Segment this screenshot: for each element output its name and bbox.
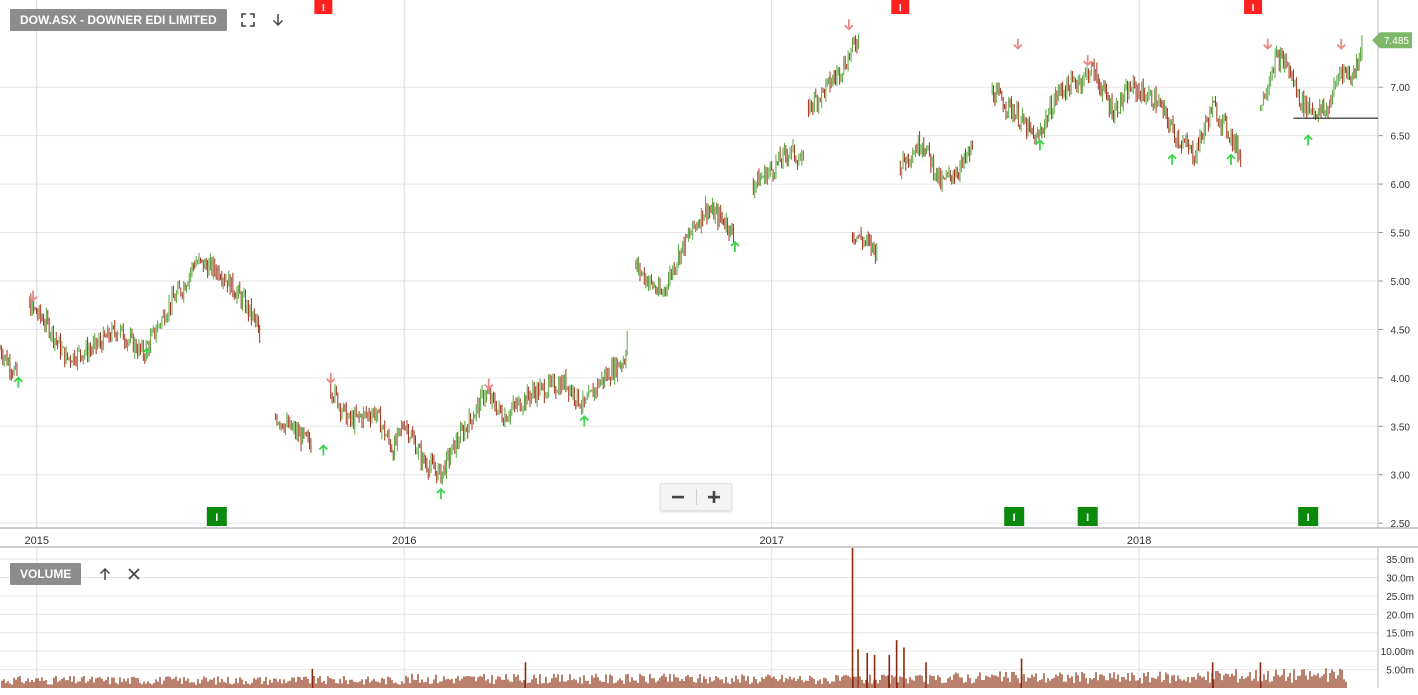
last-price-label: 7.485 bbox=[1384, 36, 1409, 47]
event-flag-green bbox=[1298, 507, 1319, 526]
event-flag-label: I bbox=[1252, 3, 1255, 14]
volume-panel-title: VOLUME bbox=[10, 563, 82, 585]
price-tick-label: 2.50 bbox=[1391, 519, 1411, 530]
sell-signal-arrow bbox=[1336, 38, 1346, 50]
event-flag-label: I bbox=[215, 512, 218, 524]
event-flag-label: I bbox=[322, 3, 325, 14]
buy-signal-arrow bbox=[1303, 134, 1313, 146]
volume-tick-label: 5.00m bbox=[1386, 666, 1414, 677]
buy-signal-arrow bbox=[1167, 153, 1177, 165]
buy-signal-arrow bbox=[1226, 153, 1236, 165]
ohlc-series bbox=[0, 33, 1363, 485]
year-tick-label: 2015 bbox=[25, 535, 49, 547]
arrow-down-icon[interactable] bbox=[268, 10, 288, 30]
price-tick-label: 3.00 bbox=[1391, 471, 1411, 482]
event-flag-green bbox=[1004, 507, 1025, 526]
close-icon[interactable] bbox=[124, 564, 144, 584]
price-tick-label: 4.00 bbox=[1391, 374, 1411, 385]
zoom-control bbox=[660, 483, 732, 511]
arrow-up-icon[interactable] bbox=[95, 564, 115, 584]
event-flag-red bbox=[1244, 0, 1263, 14]
zoom-out-button[interactable] bbox=[661, 484, 696, 510]
year-tick-label: 2018 bbox=[1127, 535, 1151, 547]
event-flag-label: I bbox=[1013, 512, 1016, 524]
price-tick-label: 6.50 bbox=[1391, 132, 1411, 143]
event-flag-label: I bbox=[1307, 512, 1310, 524]
price-tick-label: 5.00 bbox=[1391, 277, 1411, 288]
event-flag-label: I bbox=[899, 3, 902, 14]
buy-signal-arrow bbox=[1035, 139, 1045, 151]
sell-signal-arrow bbox=[484, 378, 494, 390]
volume-tick-label: 30.0m bbox=[1386, 573, 1414, 584]
price-tick-label: 5.50 bbox=[1391, 229, 1411, 240]
price-tick-label: 4.50 bbox=[1391, 325, 1411, 336]
volume-series bbox=[1, 548, 1347, 688]
buy-signal-arrow bbox=[730, 240, 740, 253]
event-flag-green bbox=[206, 507, 227, 526]
volume-tick-label: 15.0m bbox=[1386, 629, 1414, 640]
sell-signal-arrow bbox=[844, 19, 854, 31]
chart-title: DOW.ASX - DOWNER EDI LIMITED bbox=[10, 9, 227, 31]
buy-signal-arrow bbox=[318, 444, 329, 456]
price-tick-label: 6.00 bbox=[1391, 180, 1411, 191]
year-tick-label: 2017 bbox=[759, 535, 783, 547]
sell-signal-arrow bbox=[1013, 38, 1023, 50]
sell-signal-arrow bbox=[28, 290, 38, 302]
volume-tick-label: 20.0m bbox=[1386, 610, 1414, 621]
event-flag-red bbox=[891, 0, 910, 14]
volume-tick-label: 25.0m bbox=[1386, 592, 1414, 603]
event-flag-green bbox=[1077, 507, 1098, 526]
zoom-divider bbox=[695, 489, 697, 505]
sell-signal-arrow bbox=[1263, 38, 1273, 50]
last-price-tag bbox=[1372, 32, 1412, 49]
zoom-in-button[interactable] bbox=[697, 484, 732, 510]
event-flag-label: I bbox=[1086, 512, 1089, 524]
buy-signal-arrow bbox=[142, 347, 152, 359]
buy-signal-arrow bbox=[579, 415, 589, 427]
buy-signal-arrow bbox=[13, 376, 24, 388]
year-tick-label: 2016 bbox=[392, 535, 416, 547]
volume-tick-label: 35.0m bbox=[1386, 555, 1414, 566]
plus-icon bbox=[707, 491, 720, 503]
price-tick-label: 3.50 bbox=[1391, 422, 1411, 433]
price-tick-label: 7.00 bbox=[1391, 83, 1411, 94]
expand-icon[interactable] bbox=[238, 10, 258, 30]
event-flag-red bbox=[314, 0, 333, 14]
minus-icon bbox=[672, 495, 685, 499]
volume-tick-label: 10.00m bbox=[1381, 647, 1414, 658]
sell-signal-arrow bbox=[1083, 55, 1093, 67]
sell-signal-arrow bbox=[326, 372, 336, 385]
buy-signal-arrow bbox=[436, 487, 446, 500]
